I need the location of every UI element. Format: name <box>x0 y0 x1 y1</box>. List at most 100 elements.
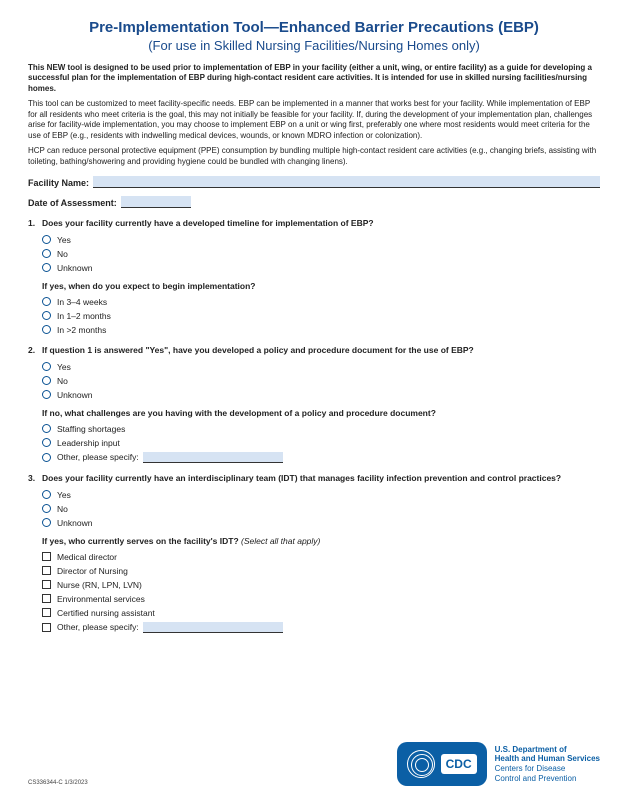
option-label: Nurse (RN, LPN, LVN) <box>57 580 142 590</box>
date-label: Date of Assessment: <box>28 198 117 208</box>
q2-opt-unknown[interactable]: Unknown <box>42 390 600 400</box>
option-label: No <box>57 249 68 259</box>
radio-icon <box>42 249 51 258</box>
q2-text: If question 1 is answered "Yes", have yo… <box>42 345 474 356</box>
page-title: Pre-Implementation Tool—Enhanced Barrier… <box>28 18 600 38</box>
question-1: 1. Does your facility currently have a d… <box>28 218 600 335</box>
q1-sub-opt-2[interactable]: In 1–2 months <box>42 311 600 321</box>
question-3: 3. Does your facility currently have an … <box>28 473 600 633</box>
option-label: Yes <box>57 235 71 245</box>
option-label: Unknown <box>57 390 92 400</box>
radio-icon <box>42 263 51 272</box>
q3-opt-yes[interactable]: Yes <box>42 490 600 500</box>
checkbox-icon <box>42 580 51 589</box>
q1-options: Yes No Unknown <box>42 235 600 273</box>
page-subtitle: (For use in Skilled Nursing Facilities/N… <box>28 38 600 53</box>
option-label: No <box>57 504 68 514</box>
q2-sub-opt-3[interactable]: Other, please specify: <box>42 452 600 463</box>
checkbox-icon <box>42 623 51 632</box>
date-input[interactable] <box>121 196 191 208</box>
department-text: U.S. Department of Health and Human Serv… <box>495 745 600 783</box>
q2-opt-yes[interactable]: Yes <box>42 362 600 372</box>
q1-number: 1. <box>28 218 42 229</box>
radio-icon <box>42 362 51 371</box>
intro-paragraph-1: This tool can be customized to meet faci… <box>28 99 600 142</box>
checkbox-icon <box>42 608 51 617</box>
radio-icon <box>42 376 51 385</box>
cdc-badge: CDC <box>397 742 487 786</box>
q3-opt-no[interactable]: No <box>42 504 600 514</box>
option-label: Leadership input <box>57 438 120 448</box>
option-label: Unknown <box>57 518 92 528</box>
q1-opt-unknown[interactable]: Unknown <box>42 263 600 273</box>
radio-icon <box>42 490 51 499</box>
q2-opt-no[interactable]: No <box>42 376 600 386</box>
radio-icon <box>42 390 51 399</box>
option-label: In 1–2 months <box>57 311 111 321</box>
q3-sub-opt-6[interactable]: Other, please specify: <box>42 622 600 633</box>
q2-sub-opt-1[interactable]: Staffing shortages <box>42 424 600 434</box>
q3-opt-unknown[interactable]: Unknown <box>42 518 600 528</box>
option-label: No <box>57 376 68 386</box>
radio-icon <box>42 235 51 244</box>
radio-icon <box>42 424 51 433</box>
q1-sub-opt-1[interactable]: In 3–4 weeks <box>42 297 600 307</box>
q1-sub-options: In 3–4 weeks In 1–2 months In >2 months <box>42 297 600 335</box>
facility-name-label: Facility Name: <box>28 178 89 188</box>
q3-sub-opt-2[interactable]: Director of Nursing <box>42 566 600 576</box>
q3-sub-opt-3[interactable]: Nurse (RN, LPN, LVN) <box>42 580 600 590</box>
option-label: Other, please specify: <box>57 452 139 462</box>
q1-opt-yes[interactable]: Yes <box>42 235 600 245</box>
option-label: Unknown <box>57 263 92 273</box>
q2-other-input[interactable] <box>143 452 283 463</box>
option-label: Environmental services <box>57 594 145 604</box>
footer: CS336344-C 1/3/2023 CDC U.S. Department … <box>28 742 600 786</box>
q1-sub-opt-3[interactable]: In >2 months <box>42 325 600 335</box>
q2-sub-opt-2[interactable]: Leadership input <box>42 438 600 448</box>
radio-icon <box>42 504 51 513</box>
radio-icon <box>42 297 51 306</box>
q3-options: Yes No Unknown <box>42 490 600 528</box>
q3-other-input[interactable] <box>143 622 283 633</box>
radio-icon <box>42 438 51 447</box>
facility-name-input[interactable] <box>93 176 600 188</box>
q2-number: 2. <box>28 345 42 356</box>
option-label: Other, please specify: <box>57 622 139 632</box>
option-label: Yes <box>57 490 71 500</box>
intro-paragraph-2: HCP can reduce personal protective equip… <box>28 146 600 168</box>
q3-sub-options: Medical director Director of Nursing Nur… <box>42 552 600 633</box>
q1-text: Does your facility currently have a deve… <box>42 218 374 229</box>
radio-icon <box>42 311 51 320</box>
q3-sub-opt-5[interactable]: Certified nursing assistant <box>42 608 600 618</box>
hhs-seal-icon <box>407 750 435 778</box>
option-label: In 3–4 weeks <box>57 297 107 307</box>
radio-icon <box>42 518 51 527</box>
radio-icon <box>42 453 51 462</box>
option-label: Medical director <box>57 552 117 562</box>
q2-options: Yes No Unknown <box>42 362 600 400</box>
q3-sub-opt-1[interactable]: Medical director <box>42 552 600 562</box>
radio-icon <box>42 325 51 334</box>
q3-sub-question: If yes, who currently serves on the faci… <box>42 536 600 546</box>
checkbox-icon <box>42 594 51 603</box>
q2-sub-options: Staffing shortages Leadership input Othe… <box>42 424 600 463</box>
checkbox-icon <box>42 552 51 561</box>
option-label: Director of Nursing <box>57 566 128 576</box>
q1-sub-question: If yes, when do you expect to begin impl… <box>42 281 600 291</box>
option-label: Yes <box>57 362 71 372</box>
q3-number: 3. <box>28 473 42 484</box>
q3-text: Does your facility currently have an int… <box>42 473 561 484</box>
option-label: In >2 months <box>57 325 106 335</box>
option-label: Staffing shortages <box>57 424 125 434</box>
option-label: Certified nursing assistant <box>57 608 155 618</box>
cdc-badge-wrap: CDC U.S. Department of Health and Human … <box>397 742 600 786</box>
date-row: Date of Assessment: <box>28 196 600 208</box>
facility-name-row: Facility Name: <box>28 176 600 188</box>
question-2: 2. If question 1 is answered "Yes", have… <box>28 345 600 463</box>
q1-opt-no[interactable]: No <box>42 249 600 259</box>
cdc-logo: CDC <box>441 754 477 774</box>
intro-bold: This NEW tool is designed to be used pri… <box>28 63 600 95</box>
q2-sub-question: If no, what challenges are you having wi… <box>42 408 600 418</box>
q3-sub-opt-4[interactable]: Environmental services <box>42 594 600 604</box>
checkbox-icon <box>42 566 51 575</box>
